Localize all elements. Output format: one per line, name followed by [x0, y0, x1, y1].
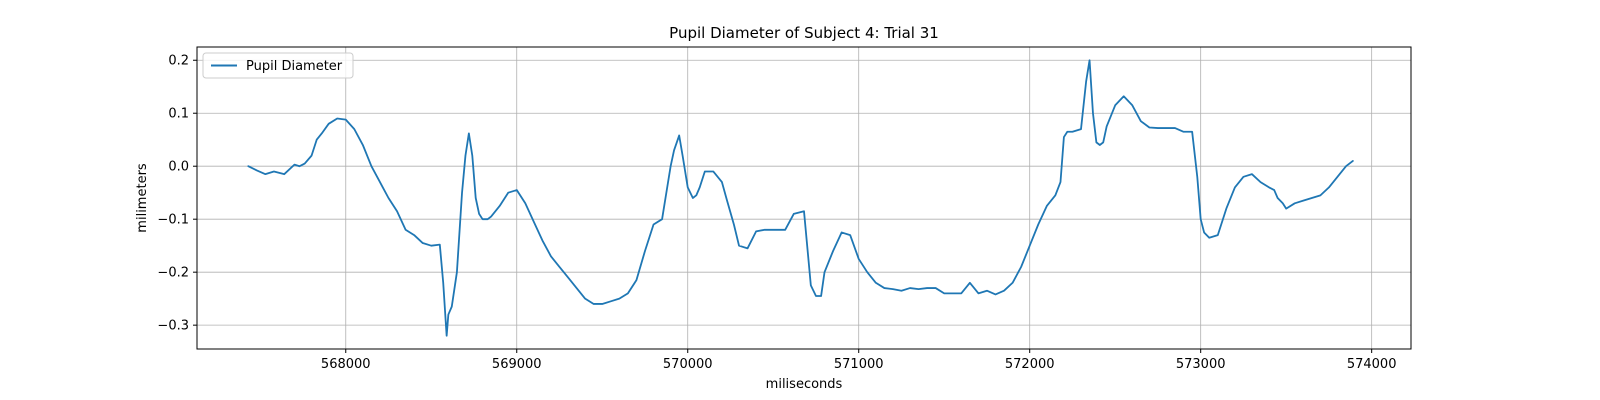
legend-box: [202, 52, 354, 79]
x-tick-label: 573000: [1176, 357, 1226, 372]
x-tick-label: 572000: [1005, 357, 1055, 372]
x-tick-label: 574000: [1347, 357, 1397, 372]
x-tick-label: 571000: [834, 357, 884, 372]
y-tick-label: 0.1: [168, 107, 189, 122]
y-tick-label: 0.0: [168, 160, 189, 175]
series-layer: [247, 59, 1354, 337]
y-tick-label: −0.2: [157, 266, 189, 281]
y-axis-label: milimeters: [135, 163, 150, 233]
legend-label-pupil-diameter: Pupil Diameter: [246, 59, 343, 74]
y-tick-label: 0.2: [168, 54, 189, 69]
y-tick-label: −0.1: [157, 213, 189, 228]
x-axis-label: miliseconds: [766, 377, 843, 392]
ticks: 568000 569000 570000 571000 572000 573000 5740…: [157, 54, 1396, 372]
y-tick-label: −0.3: [157, 319, 189, 334]
x-tick-label: 569000: [492, 357, 542, 372]
x-tick-label: 570000: [663, 357, 713, 372]
series-line-pupil-diameter: [247, 59, 1354, 337]
x-tick-label: 568000: [321, 357, 371, 372]
chart-title: Pupil Diameter of Subject 4: Trial 31: [669, 24, 939, 42]
plot-frame: [196, 46, 1412, 350]
legend: Pupil Diameter: [202, 52, 354, 79]
